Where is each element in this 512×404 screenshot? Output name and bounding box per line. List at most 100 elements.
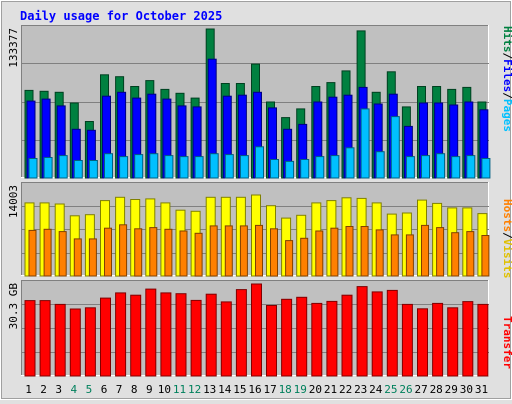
bar-pages-day-5 (88, 160, 98, 179)
bar-transfer-day-1 (24, 300, 36, 377)
bar-pages-day-28 (436, 153, 446, 179)
bar-transfer-day-30 (462, 301, 474, 377)
x-tick-label-day-30: 30 (460, 383, 473, 396)
bar-pages-day-13 (209, 153, 219, 179)
bar-transfer-day-7 (115, 292, 127, 377)
bar-transfer-day-23 (356, 286, 368, 377)
bar-pages-day-11 (179, 156, 189, 179)
x-tick-label-day-27: 27 (414, 383, 427, 396)
bar-hosts-day-2 (43, 228, 52, 277)
bar-pages-day-10 (164, 155, 174, 179)
bar-pages-day-18 (285, 160, 295, 179)
x-tick-label-day-9: 9 (146, 383, 153, 396)
bar-pages-day-22 (345, 147, 355, 179)
x-tick-label-day-29: 29 (445, 383, 458, 396)
bar-transfer-day-5 (84, 307, 96, 377)
x-tick-label-day-5: 5 (86, 383, 93, 396)
bar-transfer-day-9 (145, 288, 157, 377)
legend-transfer-label: Transfer (501, 316, 512, 369)
x-tick-label-day-24: 24 (369, 383, 383, 396)
bar-pages-day-9 (149, 153, 159, 179)
x-tick-label-day-2: 2 (40, 383, 47, 396)
x-tick-label-day-1: 1 (25, 383, 32, 396)
bar-pages-day-29 (451, 156, 461, 179)
bar-transfer-day-2 (39, 300, 51, 377)
x-tick-label-day-4: 4 (70, 383, 77, 396)
bar-pages-day-2 (43, 157, 53, 179)
x-tick-label-day-19: 19 (294, 383, 307, 396)
chart-title: Daily usage for October 2025 (20, 9, 222, 23)
bar-transfer-day-22 (341, 294, 353, 377)
bar-transfer-day-24 (371, 291, 383, 377)
bar-hosts-day-22 (345, 226, 354, 277)
bar-pages-day-15 (239, 155, 249, 179)
bar-hosts-day-20 (315, 230, 324, 277)
bar-transfer-day-18 (281, 298, 293, 377)
x-tick-label-day-12: 12 (188, 383, 201, 396)
x-tick-label-day-11: 11 (173, 383, 186, 396)
bar-transfer-day-15 (235, 289, 247, 377)
bar-transfer-day-25 (386, 289, 398, 377)
bar-transfer-day-11 (175, 293, 187, 377)
legend-hosts-visits: Hosts/Visits (501, 199, 512, 279)
bar-hosts-day-23 (360, 226, 369, 277)
bar-transfer-day-21 (326, 300, 338, 377)
bar-pages-day-26 (405, 156, 415, 179)
x-tick-label-day-7: 7 (116, 383, 123, 396)
panel-hosts-visits: 14003 (7, 182, 490, 277)
bar-hosts-day-16 (255, 224, 263, 277)
bar-hosts-day-18 (285, 240, 294, 277)
bar-hosts-day-24 (375, 229, 384, 277)
bar-hosts-day-29 (451, 232, 460, 277)
legend-files: Files (501, 59, 512, 92)
bar-transfer-day-26 (401, 303, 413, 377)
bar-transfer-day-31 (477, 303, 489, 377)
bar-hosts-day-7 (119, 224, 128, 277)
legend-hits-files-pages: Hits/Files/Pages (501, 26, 512, 132)
bar-transfer-day-27 (417, 308, 428, 377)
x-tick-label-day-22: 22 (339, 383, 352, 396)
bar-transfer-day-28 (432, 302, 444, 377)
bar-transfer-day-17 (266, 305, 277, 377)
bar-hosts-day-31 (481, 235, 490, 277)
bar-hosts-day-6 (104, 227, 112, 277)
bar-pages-day-27 (421, 155, 430, 179)
bar-transfer-day-16 (251, 283, 262, 377)
x-tick-label-day-3: 3 (55, 383, 62, 396)
bar-transfer-day-8 (130, 294, 142, 377)
x-axis-day-labels: 1 2 3 4 5 6 7 8 9 10 11 12 13 14 15 16 17 18 19 20 21 22 23 24 2… (25, 383, 488, 396)
bar-pages-day-19 (300, 159, 310, 179)
x-tick-label-day-15: 15 (233, 383, 246, 396)
legend-hits: Hits (501, 26, 512, 53)
bar-pages-day-14 (224, 154, 234, 179)
bar-pages-day-7 (119, 156, 129, 179)
bar-transfer-day-14 (220, 301, 232, 377)
bar-transfer-day-10 (160, 292, 172, 377)
y-tick-label: 30.3 GB (7, 283, 20, 330)
bar-pages-day-31 (481, 158, 491, 179)
x-tick-label-day-21: 21 (324, 383, 337, 396)
bar-hosts-day-15 (239, 225, 248, 277)
bar-hosts-day-10 (164, 228, 173, 277)
bar-hosts-day-1 (28, 229, 37, 277)
x-tick-label-day-13: 13 (203, 383, 216, 396)
x-tick-label-day-18: 18 (279, 383, 292, 396)
bar-hosts-day-27 (421, 224, 429, 277)
bar-hosts-day-25 (390, 234, 399, 277)
x-tick-label-day-25: 25 (384, 383, 397, 396)
bar-hosts-day-17 (270, 228, 278, 277)
bar-pages-day-30 (466, 155, 476, 179)
legend-transfer: Transfer (501, 316, 512, 369)
bar-hosts-day-26 (405, 234, 414, 277)
x-tick-label-day-6: 6 (101, 383, 108, 396)
bar-pages-day-16 (255, 146, 264, 179)
bar-pages-day-24 (375, 151, 385, 179)
bar-transfer-day-29 (447, 307, 459, 377)
bar-transfer-day-6 (100, 297, 111, 377)
bar-hosts-day-12 (194, 232, 203, 277)
x-tick-label-day-26: 26 (399, 383, 412, 396)
bar-transfer-day-4 (69, 308, 81, 377)
bar-pages-day-20 (315, 156, 325, 179)
